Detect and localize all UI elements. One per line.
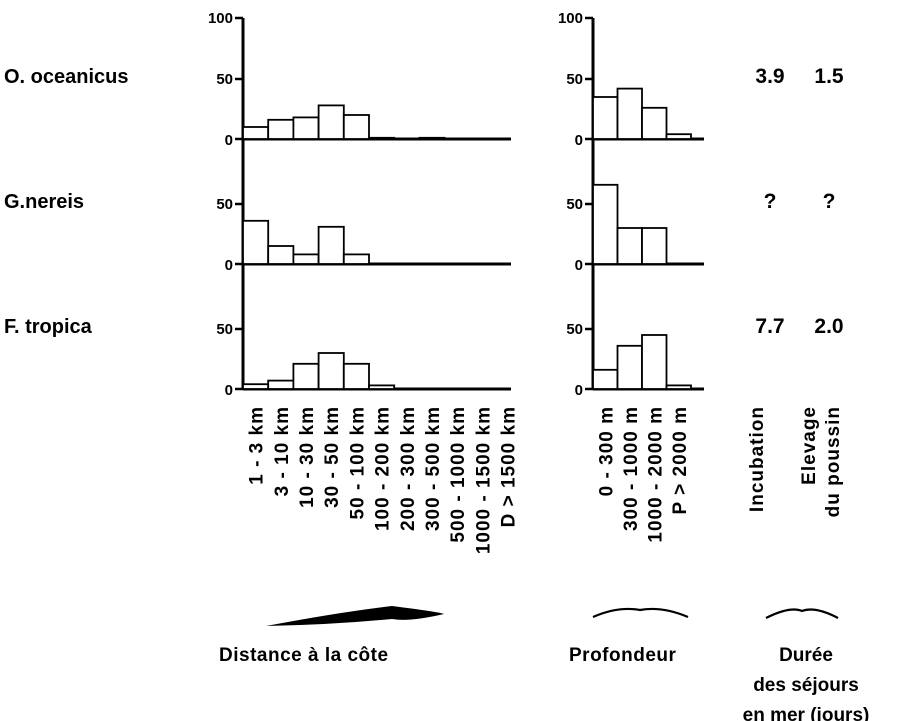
- depth-category-label: 0 - 300 m: [596, 406, 617, 496]
- distance-bar: [342, 253, 370, 265]
- y-tick-label-0: 0: [575, 382, 583, 399]
- distance-category-label: 200 - 300 km: [398, 406, 419, 531]
- y-tick-label-0: 0: [225, 257, 233, 274]
- depth-bar: [641, 106, 668, 140]
- y-tick-label-0: 0: [575, 257, 583, 274]
- y-tick-label-50: 50: [566, 321, 583, 338]
- species-row-2: F. tropica 7.7 2.0: [4, 315, 844, 391]
- distance-bar: [317, 104, 345, 140]
- y-tick-label-50: 50: [566, 71, 583, 88]
- distance-bar: [242, 383, 270, 390]
- depth-category-label: 1000 - 2000 m: [645, 406, 666, 543]
- distance-bar: [292, 116, 320, 140]
- species-row-0: O. oceanicus 3.9 1.5: [4, 65, 844, 141]
- distance-caption: Distance à la côte: [219, 645, 389, 666]
- duration-caption-line: en mer (jours): [743, 705, 870, 721]
- distance-bar: [368, 136, 396, 140]
- distance-category-label: 1 - 3 km: [247, 406, 268, 485]
- species-label: G.nereis: [4, 191, 84, 213]
- distance-bar: [292, 253, 320, 265]
- distance-category-label: 10 - 30 km: [297, 406, 318, 508]
- depth-bar: [665, 384, 692, 390]
- depth-category-label: P > 2000 m: [670, 406, 691, 514]
- depth-bar: [616, 344, 643, 390]
- incubation-value: 3.9: [755, 65, 784, 88]
- duration-caption-line: Durée: [779, 645, 833, 666]
- depth-bar: [592, 368, 619, 390]
- duration-column-label: du poussin: [823, 406, 844, 517]
- duration-caption-line: des séjours: [753, 675, 859, 696]
- distance-bar: [292, 362, 320, 390]
- distance-bar: [342, 362, 370, 390]
- y-tick-label-0: 0: [225, 132, 233, 149]
- incubation-value: ?: [764, 190, 777, 213]
- distance-category-label: 100 - 200 km: [373, 406, 394, 531]
- y-tick-label-0: 0: [575, 132, 583, 149]
- species-label: O. oceanicus: [4, 66, 129, 88]
- distance-y-axis: 100 50 0 50 0 50 0: [208, 10, 245, 399]
- depth-bar: [616, 87, 643, 140]
- y-tick-label-50: 50: [216, 71, 233, 88]
- depth-bar: [592, 96, 619, 140]
- distance-category-label: 3 - 10 km: [272, 406, 293, 496]
- distance-category-label: 50 - 100 km: [347, 406, 368, 519]
- duration-brace: [765, 608, 839, 619]
- distance-bar: [317, 225, 345, 265]
- y-tick-label-50: 50: [566, 196, 583, 213]
- distance-category-label: 300 - 500 km: [423, 406, 444, 531]
- distance-bar: [267, 118, 295, 140]
- y-tick-label-100: 100: [208, 10, 233, 27]
- distance-bar: [267, 245, 295, 265]
- distance-category-label: D > 1500 km: [499, 406, 520, 527]
- distance-bar: [418, 136, 446, 140]
- distance-brace: [266, 606, 444, 626]
- distance-category-label: 1000 - 1500 km: [473, 406, 494, 554]
- distance-bar: [368, 384, 396, 390]
- distance-bar: [267, 379, 295, 390]
- y-tick-label-100: 100: [558, 10, 583, 27]
- distance-bar: [242, 126, 270, 140]
- depth-caption: Profondeur: [569, 645, 676, 666]
- distance-bar: [242, 219, 270, 265]
- depth-bar: [641, 334, 668, 390]
- y-tick-label-0: 0: [225, 382, 233, 399]
- depth-bar: [641, 227, 668, 265]
- depth-bar: [665, 133, 692, 140]
- depth-bar: [616, 227, 643, 265]
- y-tick-label-50: 50: [216, 321, 233, 338]
- duration-column-label: Elevage: [799, 406, 820, 485]
- distance-bar: [342, 114, 370, 140]
- depth-category-label: 300 - 1000 m: [621, 406, 642, 531]
- elevage-value: ?: [823, 190, 836, 213]
- species-row-1: G.nereis??: [4, 183, 836, 266]
- y-tick-label-50: 50: [216, 196, 233, 213]
- elevage-value: 2.0: [814, 315, 843, 338]
- distance-bar: [317, 352, 345, 390]
- distance-category-label: 30 - 50 km: [322, 406, 343, 508]
- depth-y-axis: 100 50 0 50 0 50 0: [558, 10, 595, 399]
- distance-category-label: 500 - 1000 km: [448, 406, 469, 543]
- duration-column-label: Incubation: [747, 406, 768, 512]
- depth-bar: [592, 183, 619, 265]
- incubation-value: 7.7: [755, 315, 784, 338]
- depth-brace: [592, 607, 689, 619]
- elevage-value: 1.5: [814, 65, 844, 88]
- species-label: F. tropica: [4, 316, 93, 338]
